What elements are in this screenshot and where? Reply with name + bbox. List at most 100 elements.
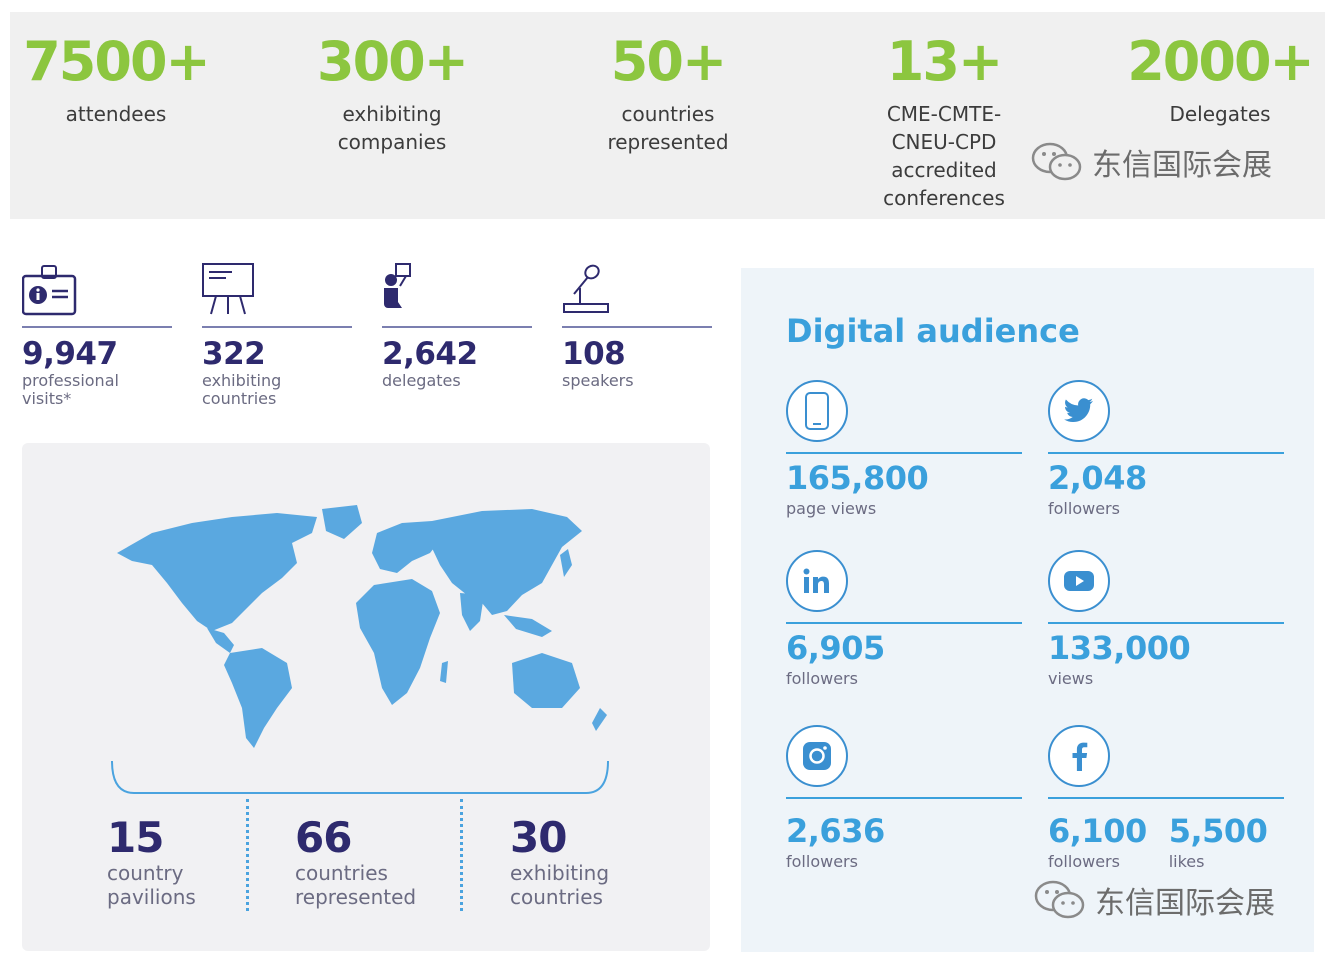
digital-stat-linkedin: 6,905 followers	[786, 550, 1022, 688]
icon-circle	[786, 550, 848, 612]
divider	[1048, 622, 1284, 624]
stat-label: countries represented	[607, 102, 729, 154]
youtube-icon	[1064, 571, 1094, 591]
bracket-line	[111, 760, 609, 794]
icon-circle	[1048, 380, 1110, 442]
north-america	[117, 513, 317, 631]
world-map-panel: 15 country pavilions 66 countries repres…	[22, 443, 710, 951]
divider	[382, 326, 532, 328]
africa	[356, 579, 440, 705]
central-america	[207, 628, 234, 653]
stat-number: 108	[562, 336, 626, 372]
stat-number: 50+	[610, 30, 727, 93]
stat-label: country pavilions	[107, 861, 196, 909]
facebook-followers: 6,100 followers	[1048, 799, 1147, 871]
stat-country-pavilions: 15 country pavilions	[107, 813, 207, 910]
stat-number: 2,636	[786, 812, 885, 850]
stat-number: 2,048	[1048, 459, 1147, 497]
divider	[1048, 797, 1284, 799]
wechat-icon	[1031, 142, 1082, 181]
madagascar	[440, 661, 448, 683]
stat-exhibiting-companies: 300+ exhibiting companies	[272, 32, 512, 156]
twitter-icon	[1064, 398, 1093, 423]
southeast-asia	[504, 615, 552, 637]
india	[460, 593, 484, 631]
stat-exhibiting-countries-map: 30 exhibiting countries	[510, 813, 620, 910]
digital-stat-facebook: 6,100 followers 5,500 likes	[1048, 725, 1284, 871]
icon-circle	[1048, 725, 1110, 787]
divider	[202, 326, 352, 328]
stat-label: followers	[786, 669, 858, 688]
watermark-text: 东信国际会展	[1095, 886, 1275, 921]
stat-exhibiting-countries: 322 exhibiting countries	[202, 262, 352, 408]
stat-countries-represented-map: 66 countries represented	[295, 813, 435, 910]
stat-professional-visits: 9,947 professional visits*	[22, 262, 172, 408]
greenland	[322, 505, 362, 539]
japan	[560, 549, 572, 577]
stat-number: 5,500	[1168, 812, 1268, 850]
stat-number: 13+	[886, 30, 1003, 93]
microphone-icon	[563, 264, 609, 313]
digital-audience-panel: Digital audience 165,800 page views 2,04…	[741, 268, 1314, 952]
divider	[786, 452, 1022, 454]
facebook-stats: 6,100 followers 5,500 likes	[1048, 799, 1284, 871]
stat-label: speakers	[562, 371, 634, 390]
stat-label: exhibiting countries	[510, 861, 610, 909]
dotted-divider	[246, 799, 249, 911]
divider	[22, 326, 172, 328]
stat-label: countries represented	[295, 861, 417, 909]
stat-number: 9,947	[22, 336, 118, 372]
wechat-watermark: 东信国际会展	[1033, 878, 1275, 922]
stat-countries-represented: 50+ countries represented	[548, 32, 788, 156]
stat-number: 6,100	[1048, 812, 1147, 850]
stat-number: 322	[202, 336, 266, 372]
stat-accredited-conferences: 13+ CME-CMTE-CNEU-CPD accredited confere…	[824, 32, 1064, 212]
stat-number: 133,000	[1048, 629, 1191, 667]
stat-number: 15	[107, 813, 164, 862]
icon-circle	[786, 725, 848, 787]
stat-speakers: 108 speakers	[562, 262, 712, 390]
stat-label: followers	[1048, 499, 1120, 518]
asia	[432, 509, 582, 615]
stat-label: followers	[786, 852, 858, 871]
stat-label: views	[1048, 669, 1094, 688]
digital-stat-twitter: 2,048 followers	[1048, 380, 1284, 518]
new-zealand	[592, 708, 607, 731]
linkedin-icon	[803, 568, 829, 593]
watermark-text: 东信国际会展	[1092, 148, 1272, 183]
stat-number: 30	[510, 813, 567, 862]
world-map	[117, 505, 607, 748]
facebook-icon	[1072, 742, 1088, 771]
stat-delegates: 2000+ Delegates	[1100, 32, 1330, 128]
wechat-watermark: 东信国际会展	[1030, 140, 1272, 184]
badge-icon	[22, 265, 77, 316]
divider	[1048, 452, 1284, 454]
europe	[372, 521, 442, 573]
south-america	[224, 648, 292, 748]
stat-number: 165,800	[786, 459, 929, 497]
stat-number: 7500+	[23, 30, 211, 93]
stat-label: exhibiting countries	[202, 371, 282, 408]
mobile-phone-icon	[805, 392, 829, 430]
stat-number: 6,905	[786, 629, 885, 667]
delegate-speech-icon	[384, 263, 411, 308]
stat-label: Delegates	[1169, 102, 1271, 126]
wechat-icon	[1034, 880, 1085, 919]
divider	[562, 326, 712, 328]
digital-stat-website: 165,800 page views	[786, 380, 1022, 518]
stat-label: delegates	[382, 371, 461, 390]
dotted-divider	[460, 799, 463, 911]
australia	[512, 653, 580, 708]
stat-number: 66	[295, 813, 352, 862]
presentation-board-icon	[202, 263, 254, 315]
stat-label: page views	[786, 499, 877, 518]
stat-label: exhibiting companies	[337, 102, 447, 154]
facebook-likes: 5,500 likes	[1169, 799, 1268, 871]
digital-stat-instagram: 2,636 followers	[786, 725, 1022, 871]
divider	[786, 797, 1022, 799]
top-stats-banner: 7500+ attendees 300+ exhibiting companie…	[10, 12, 1325, 219]
stat-label: CME-CMTE-CNEU-CPD accredited conferences	[883, 102, 1005, 210]
stat-label: professional visits*	[22, 371, 119, 408]
stat-number: 2000+	[1127, 30, 1315, 93]
icon-circle	[1048, 550, 1110, 612]
